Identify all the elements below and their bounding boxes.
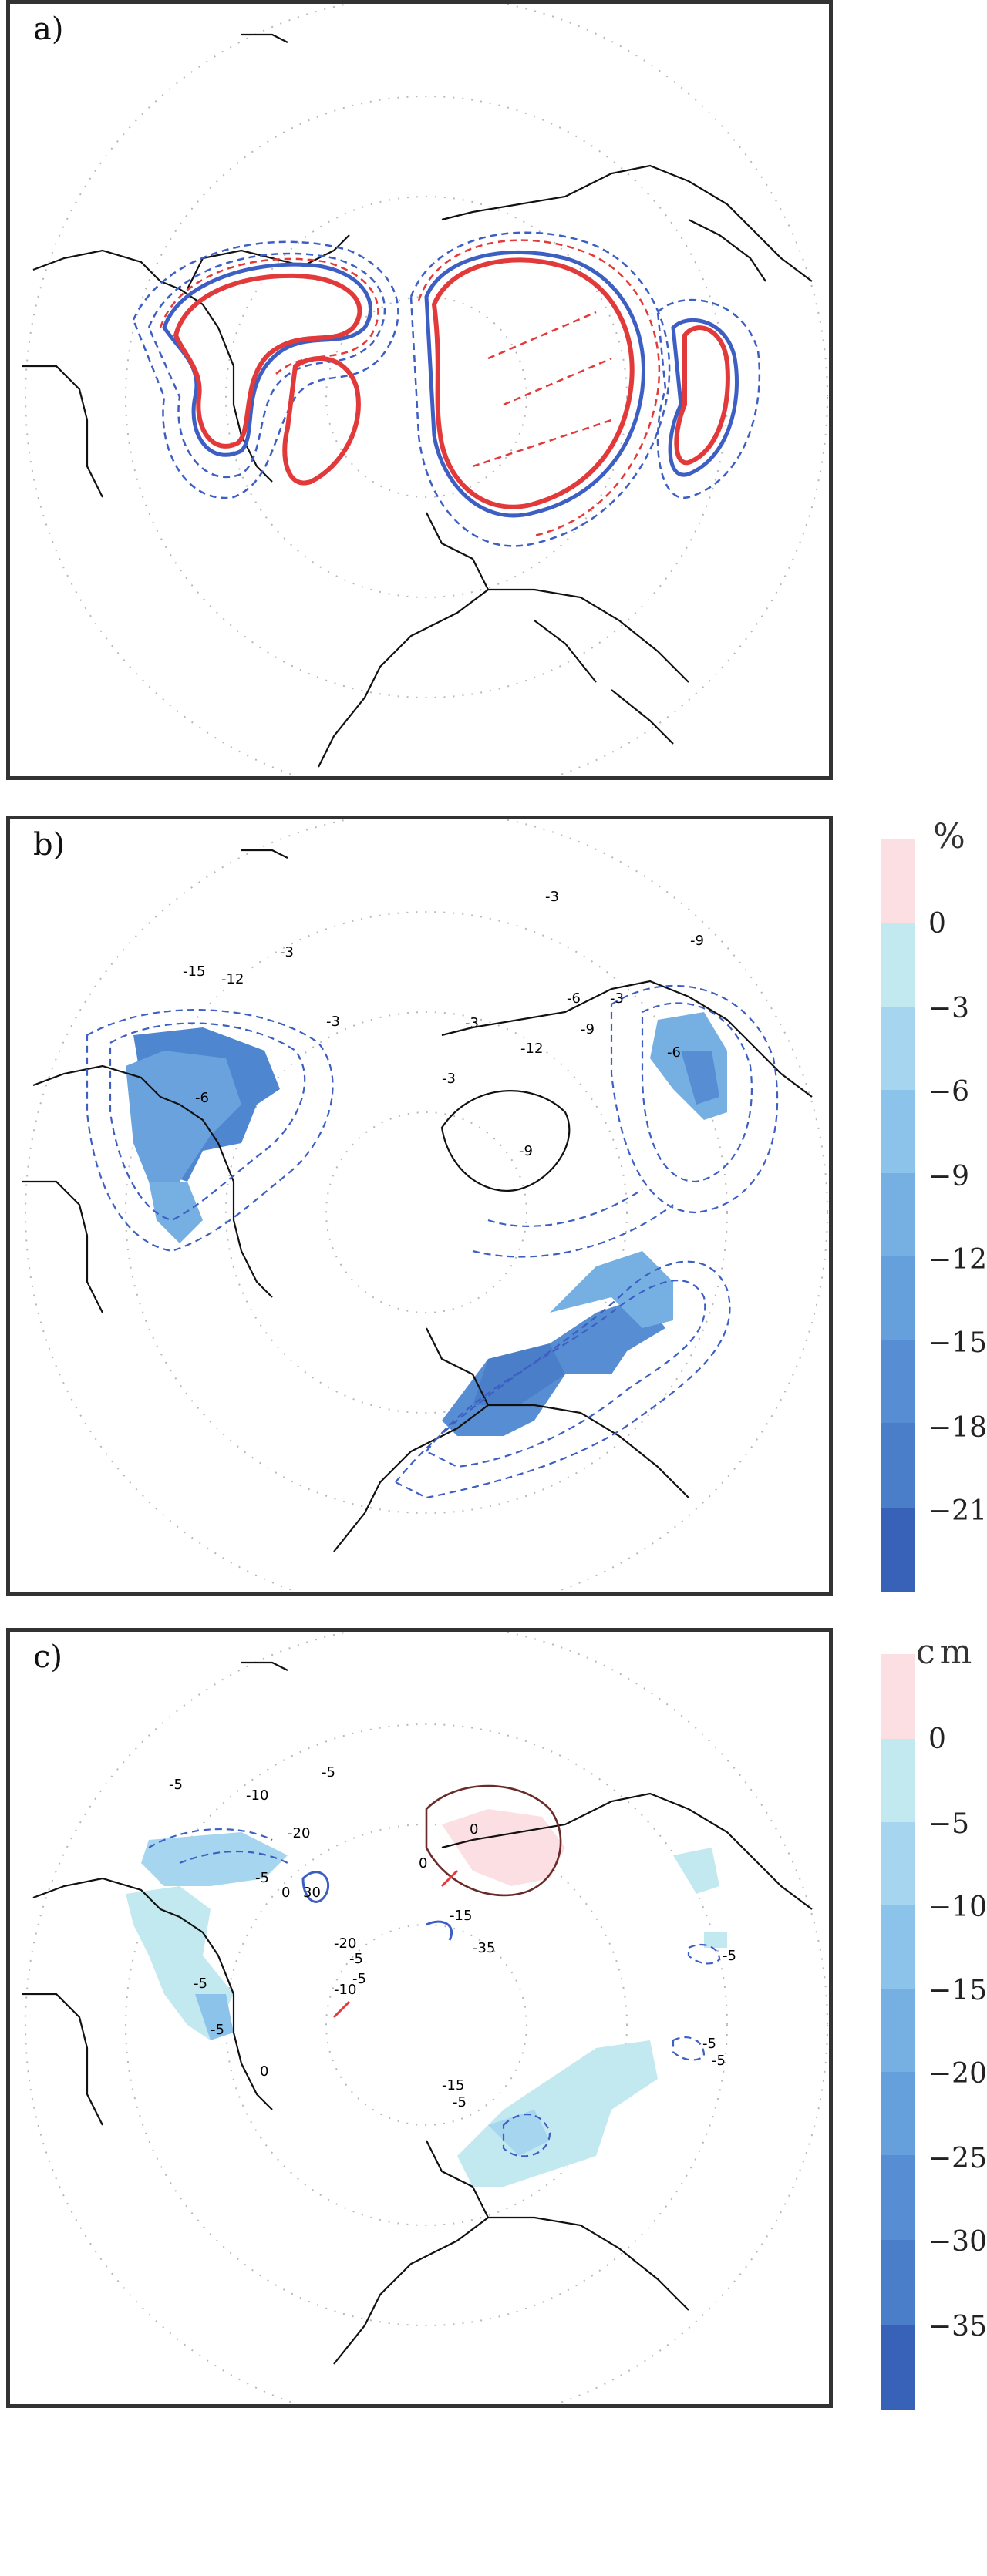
contour-label: 0	[419, 1855, 427, 1871]
contour-label: -5	[702, 2036, 716, 2052]
colorbar-segment	[881, 2072, 915, 2155]
colorbar-segment	[881, 1508, 915, 1592]
colorbar-segment	[881, 2155, 915, 2240]
contour-label: -5	[453, 2094, 467, 2110]
contour-label: 30	[303, 1885, 321, 1901]
contour-label: -9	[690, 933, 704, 949]
colorbar-tick: −18	[928, 1412, 987, 1444]
contour-label: -9	[519, 1143, 533, 1159]
colorbar-segment	[881, 1340, 915, 1423]
shaded-anomalies	[126, 1809, 727, 2187]
contours	[148, 1784, 721, 2157]
colorbar-segment-positive	[881, 839, 915, 923]
colorbar-tick: −35	[928, 2311, 987, 2342]
contour-label: -15	[450, 1908, 472, 1924]
contour-label: -20	[334, 1935, 356, 1952]
colorbar-unit: cm	[916, 1633, 977, 1672]
contour-label: -12	[520, 1041, 543, 1057]
panel-b: b)	[6, 816, 833, 1596]
contour-label-box	[544, 889, 565, 904]
lat-lon-grid	[25, 4, 828, 776]
contour-label: -5	[723, 1948, 736, 1964]
coastlines	[22, 1661, 813, 2365]
contour-label: -15	[442, 2077, 464, 2093]
contour-label: -12	[221, 971, 244, 987]
blue-contours	[86, 984, 779, 1499]
colorbar-tick: −12	[928, 1244, 987, 1276]
contour-label: -5	[349, 1951, 363, 1967]
contour-label: 0	[281, 1885, 290, 1901]
lat-lon-grid	[25, 819, 828, 1592]
contour-label: -6	[195, 1090, 209, 1106]
colorbar-tick: −10	[928, 1892, 987, 1923]
colorbar-segment-positive	[881, 1654, 915, 1739]
colorbar-unit: %	[933, 817, 965, 856]
colorbar-c-bar	[881, 1654, 915, 2410]
colorbar-segment	[881, 1090, 915, 1173]
contour-label: -6	[567, 990, 581, 1007]
contour-label: -10	[334, 1982, 356, 1998]
contour-label: 0	[260, 2063, 268, 2080]
map-c: -5 -10 -20 -5 -5 0 0 -5 -5 30 0 -15 -35 …	[22, 1632, 828, 2404]
contour-label: 0	[470, 1821, 478, 1838]
contour-label: -3	[280, 944, 294, 960]
contour-label: -5	[211, 2022, 224, 2038]
colorbar-tick: −6	[928, 1076, 970, 1108]
map-b: -3 -15 -12 -6 -3 -3 -6 -3 -9 -9 -12 -6 -…	[22, 819, 828, 1592]
colorbar-tick: −5	[928, 1808, 970, 1840]
colorbar-segment	[881, 1905, 915, 1989]
contour-labels: -3 -15 -12 -6 -3 -3 -6 -3 -9 -9 -12 -6 -…	[181, 889, 710, 1159]
panel-label: c)	[33, 1639, 63, 1675]
contour-label: -5	[169, 1777, 183, 1793]
contour-label: -3	[326, 1014, 340, 1030]
panel-a: a)	[6, 0, 833, 780]
contour-label: -10	[246, 1787, 268, 1804]
colorbar-tick: −9	[928, 1161, 970, 1192]
shaded-anomalies	[126, 1012, 727, 1436]
colorbar-tick: 0	[928, 908, 946, 940]
map-a	[22, 4, 828, 776]
contour-label: -15	[183, 963, 205, 980]
contour-label: -3	[465, 1015, 479, 1031]
contour-label: -5	[322, 1764, 335, 1781]
colorbar-tick: −3	[928, 993, 970, 1024]
contour-label: -9	[581, 1021, 595, 1037]
colorbar-segment	[881, 1173, 915, 1256]
colorbar-segment	[881, 1989, 915, 2072]
colorbar-segment	[881, 2325, 915, 2410]
contour-label: -3	[442, 1071, 456, 1087]
contour-label: -20	[288, 1825, 310, 1841]
panel-label: b)	[33, 827, 66, 863]
contour-label: -5	[712, 2053, 726, 2069]
contour-label: -3	[610, 990, 624, 1007]
coastlines	[22, 849, 813, 1552]
colorbar-tick: −30	[928, 2226, 987, 2258]
colorbar-segment	[881, 1739, 915, 1822]
red-contours	[159, 239, 730, 537]
colorbar-tick: 0	[928, 1723, 946, 1755]
contour-label: -5	[352, 1971, 366, 1987]
contour-label: -3	[545, 889, 559, 905]
colorbar-tick: −15	[928, 1327, 987, 1359]
colorbar-segment	[881, 923, 915, 1007]
blue-contours	[132, 231, 761, 547]
colorbar-tick: −15	[928, 1975, 987, 2006]
colorbar-segment	[881, 1007, 915, 1090]
colorbar-b-bar	[881, 839, 915, 1592]
colorbar-tick: −25	[928, 2143, 987, 2174]
colorbar-segment	[881, 1423, 915, 1508]
lat-lon-grid	[25, 1632, 828, 2404]
contour-label: -6	[667, 1044, 681, 1061]
colorbar-segment	[881, 2240, 915, 2325]
colorbar-tick: −21	[928, 1495, 987, 1527]
panel-c: c)	[6, 1628, 833, 2408]
panel-label: a)	[33, 12, 64, 47]
contour-label: -35	[473, 1940, 495, 1956]
colorbar-segment	[881, 1822, 915, 1905]
contour-labels: -5 -10 -20 -5 -5 0 0 -5 -5 30 0 -15 -35 …	[169, 1764, 736, 2110]
contour-label: -5	[194, 1976, 207, 1992]
colorbar-tick: −20	[928, 2058, 987, 2090]
colorbar-segment	[881, 1256, 915, 1340]
contour-label: -5	[255, 1870, 269, 1886]
